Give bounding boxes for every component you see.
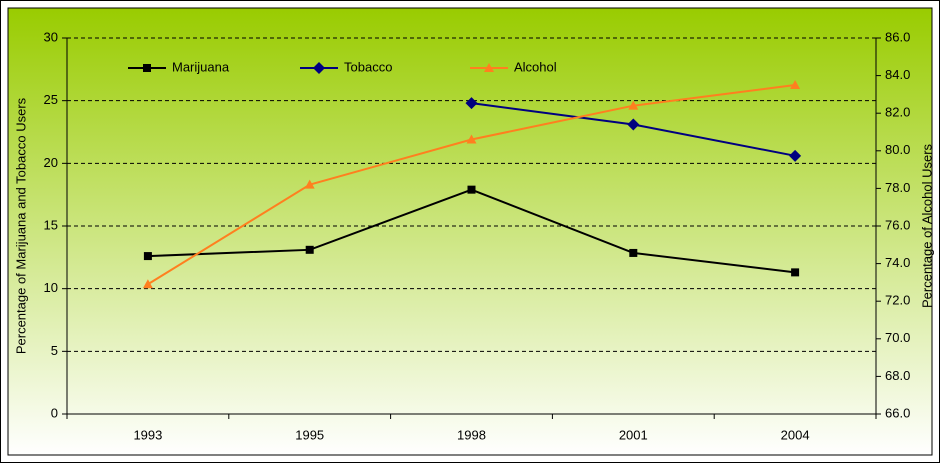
y2-tick-label: 76.0 <box>885 217 910 232</box>
y-tick-label: 15 <box>44 217 58 232</box>
y-tick-label: 20 <box>44 155 58 170</box>
data-point <box>789 149 802 162</box>
legend-label: Alcohol <box>514 59 557 74</box>
x-tick-label: 1995 <box>295 427 324 442</box>
x-tick-label: 1993 <box>133 427 162 442</box>
y2-axis-title: Percentage of Alcohol Users <box>919 143 934 308</box>
data-point <box>790 80 801 89</box>
data-point <box>628 100 639 110</box>
data-point <box>143 252 152 261</box>
y-axis-title: Percentage of Marijuana and Tobacco User… <box>13 97 28 354</box>
chart-area <box>7 7 933 456</box>
y2-tick-label: 74.0 <box>885 255 910 270</box>
data-point <box>465 97 478 110</box>
data-point <box>304 179 315 189</box>
y2-tick-label: 70.0 <box>885 330 910 345</box>
y-tick-label: 10 <box>44 280 58 295</box>
data-point <box>305 245 314 254</box>
x-tick-label: 1998 <box>457 427 486 442</box>
legend-marker <box>484 63 494 72</box>
legend-marker <box>143 64 151 72</box>
x-tick-label: 2004 <box>781 427 810 442</box>
y2-tick-label: 86.0 <box>885 29 910 44</box>
y-tick-label: 25 <box>44 92 58 107</box>
legend-marker <box>313 62 325 74</box>
y2-tick-label: 84.0 <box>885 67 910 82</box>
y2-tick-label: 82.0 <box>885 105 910 120</box>
data-point <box>142 279 153 289</box>
y-tick-label: 0 <box>51 405 58 420</box>
data-point <box>467 185 476 194</box>
y2-tick-label: 80.0 <box>885 142 910 157</box>
data-point <box>627 118 640 131</box>
data-point <box>791 268 800 277</box>
y2-tick-label: 68.0 <box>885 368 910 383</box>
y2-tick-label: 66.0 <box>885 405 910 420</box>
data-point <box>466 134 477 144</box>
legend-label: Marijuana <box>172 59 230 74</box>
legend-label: Tobacco <box>344 59 392 74</box>
data-point <box>629 248 638 257</box>
x-tick-label: 2001 <box>619 427 648 442</box>
y-tick-label: 5 <box>51 343 58 358</box>
y2-tick-label: 72.0 <box>885 293 910 308</box>
y2-tick-label: 78.0 <box>885 180 910 195</box>
y-tick-label: 30 <box>44 29 58 44</box>
